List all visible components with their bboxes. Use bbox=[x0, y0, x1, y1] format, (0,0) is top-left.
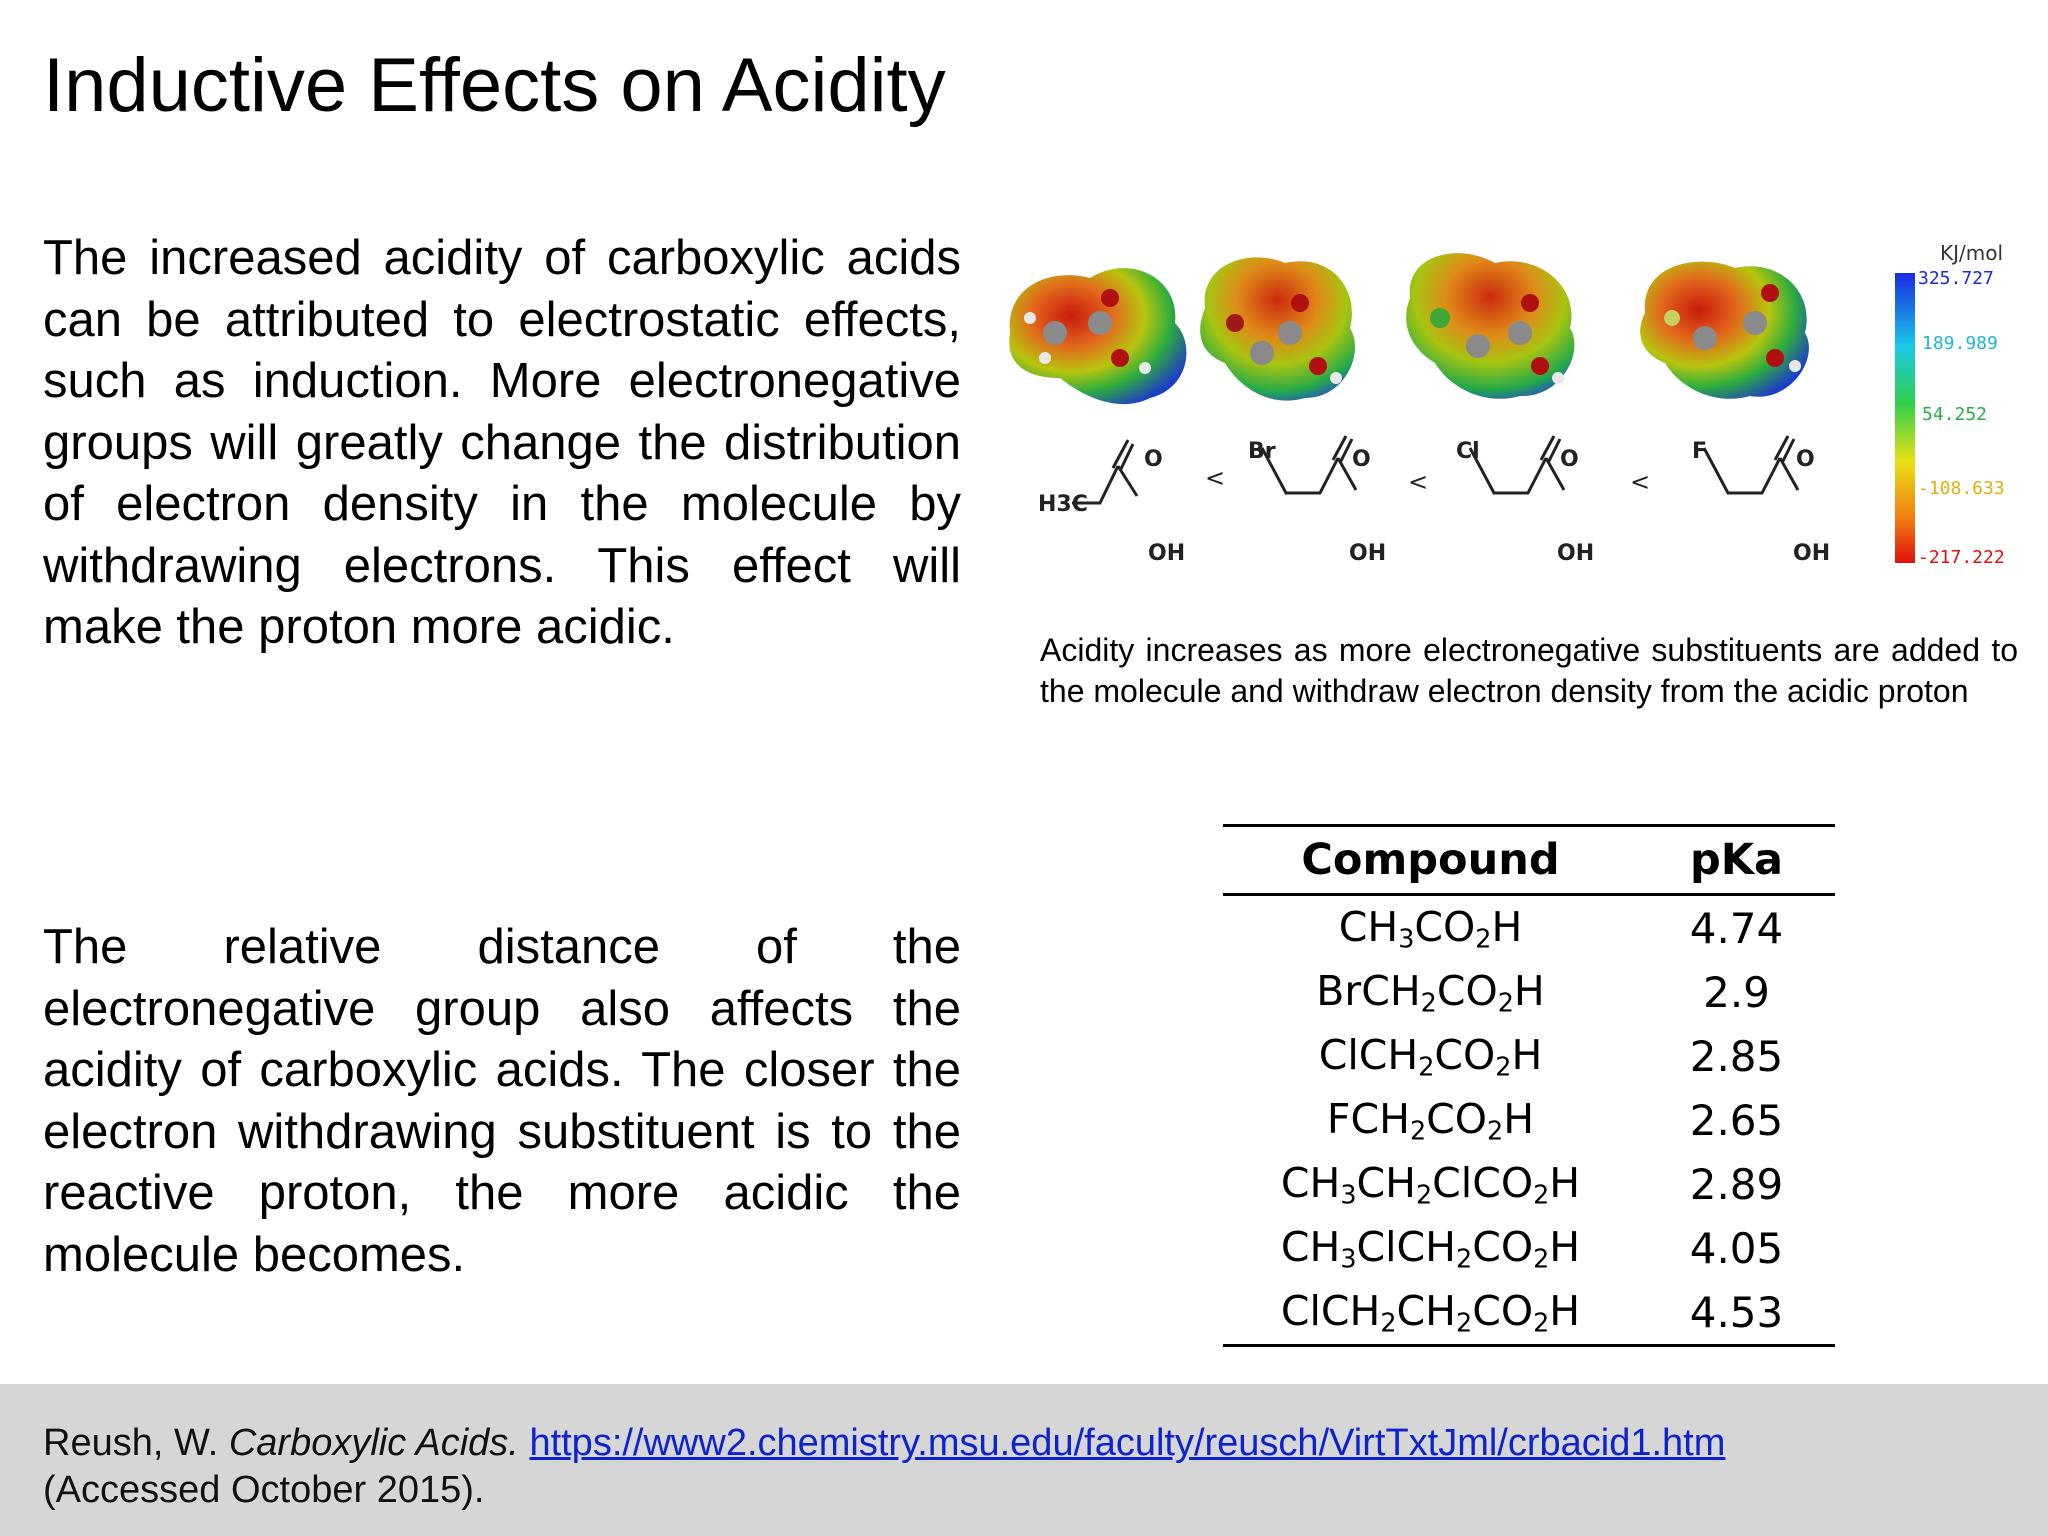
label-oh-3: OH bbox=[1557, 541, 1594, 566]
pka-cell: 2.89 bbox=[1689, 1159, 1784, 1209]
header-compound: Compound bbox=[1301, 835, 1560, 885]
paragraph-distance: The relative distance of the electronega… bbox=[43, 920, 961, 1282]
legend-unit: KJ/mol bbox=[1940, 241, 2003, 265]
compound-cell: CH3CH2ClCO2H bbox=[1280, 1158, 1581, 1210]
table-row: ClCH2CH2CO2H 4.53 bbox=[1223, 1280, 1835, 1346]
label-o-4: O bbox=[1796, 447, 1815, 472]
table-row: CH3CH2ClCO2H 2.89 bbox=[1223, 1152, 1835, 1216]
label-o-1: O bbox=[1144, 447, 1163, 472]
label-h3c: H3C bbox=[1038, 492, 1088, 517]
compound-cell: CH3ClCH2CO2H bbox=[1280, 1222, 1581, 1274]
slide-title: Inductive Effects on Acidity bbox=[43, 43, 946, 128]
reference-link[interactable]: https://www2.chemistry.msu.edu/faculty/r… bbox=[529, 1422, 1726, 1464]
label-cl: Cl bbox=[1456, 439, 1480, 464]
reference-footer: Reush, W. Carboxylic Acids. https://www2… bbox=[0, 1384, 2048, 1536]
legend-value-2: 189.989 bbox=[1922, 333, 1998, 354]
electrostatic-potential-figure: H3C OH O Br OH O Cl OH O F OH O < < < KJ… bbox=[1009, 241, 2005, 568]
pka-cell: 2.9 bbox=[1703, 967, 1770, 1017]
pka-table-body: CH3CO2H 4.74 BrCH2CO2H 2.9 ClCH2CO2H 2.85 FCH2… bbox=[1223, 895, 1835, 1346]
reference-work: Carboxylic Acids. bbox=[228, 1422, 519, 1464]
reference-citation: Reush, W. Carboxylic Acids. https://www2… bbox=[43, 1420, 2033, 1514]
table-row: CH3ClCH2CO2H 4.05 bbox=[1223, 1216, 1835, 1280]
compound-cell: FCH2CO2H bbox=[1326, 1094, 1535, 1146]
pka-cell: 2.65 bbox=[1689, 1095, 1784, 1145]
structure-lines bbox=[1072, 435, 1800, 505]
paragraph-induction: The increased acidity of carboxylic acid… bbox=[43, 231, 961, 654]
compound-cell: BrCH2CO2H bbox=[1316, 966, 1545, 1018]
table-row: FCH2CO2H 2.65 bbox=[1223, 1088, 1835, 1152]
legend-value-4: -108.633 bbox=[1918, 478, 2005, 499]
comparator-2: < bbox=[1408, 468, 1428, 496]
table-row: ClCH2CO2H 2.85 bbox=[1223, 1024, 1835, 1088]
potential-map-chloroacetic bbox=[1406, 253, 1575, 399]
label-br: Br bbox=[1248, 439, 1276, 464]
compound-cell: ClCH2CO2H bbox=[1318, 1030, 1543, 1082]
reference-author: Reush, W. bbox=[43, 1422, 219, 1464]
legend-value-1: 325.727 bbox=[1918, 268, 1994, 289]
pka-table: Compound pKa CH3CO2H 4.74 BrCH2CO2H 2.9 ClCH… bbox=[1223, 824, 1835, 1347]
pka-cell: 4.05 bbox=[1689, 1223, 1784, 1273]
table-header-row: Compound pKa bbox=[1223, 825, 1835, 895]
table-row: BrCH2CO2H 2.9 bbox=[1223, 960, 1835, 1024]
pka-cell: 4.53 bbox=[1689, 1287, 1784, 1337]
figure-caption: Acidity increases as more electronegativ… bbox=[1040, 632, 2018, 709]
comparator-3: < bbox=[1630, 468, 1650, 496]
label-oh-2: OH bbox=[1349, 541, 1386, 566]
potential-map-acetic bbox=[1009, 268, 1187, 405]
pka-cell: 2.85 bbox=[1689, 1031, 1784, 1081]
potential-map-fluoroacetic bbox=[1640, 261, 1809, 399]
compound-cell: CH3CO2H bbox=[1338, 902, 1523, 954]
reference-accessed: (Accessed October 2015). bbox=[43, 1469, 485, 1511]
label-oh-1: OH bbox=[1148, 541, 1185, 566]
label-o-3: O bbox=[1560, 447, 1579, 472]
comparator-1: < bbox=[1205, 464, 1225, 492]
potential-map-bromoacetic bbox=[1200, 257, 1355, 401]
color-scale-bar bbox=[1895, 273, 1915, 563]
label-o-2: O bbox=[1352, 447, 1371, 472]
header-pka: pKa bbox=[1689, 835, 1784, 885]
pka-cell: 4.74 bbox=[1689, 903, 1784, 953]
legend-value-5: -217.222 bbox=[1918, 547, 2005, 568]
legend-value-3: 54.252 bbox=[1922, 404, 1987, 425]
table-row: CH3CO2H 4.74 bbox=[1223, 895, 1835, 961]
compound-cell: ClCH2CH2CO2H bbox=[1280, 1286, 1581, 1338]
label-f: F bbox=[1692, 439, 1707, 464]
label-oh-4: OH bbox=[1793, 541, 1830, 566]
